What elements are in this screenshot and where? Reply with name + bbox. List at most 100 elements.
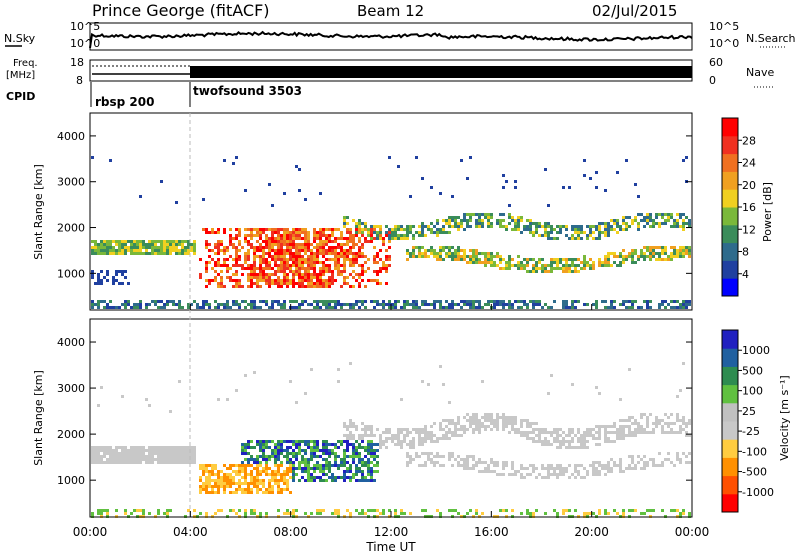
heatmap-cell (628, 464, 631, 467)
heatmap-cell (643, 455, 646, 458)
heatmap-cell (316, 446, 319, 449)
heatmap-cell (514, 228, 517, 231)
heatmap-cell (556, 264, 559, 267)
heatmap-cell (277, 455, 280, 458)
heatmap-cell (358, 300, 361, 303)
heatmap-cell (589, 234, 592, 237)
heatmap-cell (313, 306, 316, 309)
heatmap-cell (376, 273, 379, 276)
heatmap-cell (151, 458, 154, 461)
heatmap-cell (343, 440, 346, 443)
heatmap-cell (466, 225, 469, 228)
heatmap-cell (376, 300, 379, 303)
heatmap-cell (97, 279, 100, 282)
heatmap-cell (136, 452, 139, 455)
heatmap-cell (586, 428, 589, 431)
heatmap-cell (334, 264, 337, 267)
heatmap-cell (448, 249, 451, 252)
heatmap-cell (331, 279, 334, 282)
heatmap-cell (163, 252, 166, 255)
heatmap-cell (262, 470, 265, 473)
heatmap-cell (517, 300, 520, 303)
heatmap-cell (373, 458, 376, 461)
heatmap-cell (235, 261, 238, 264)
heatmap-cell (304, 261, 307, 264)
heatmap-cell (379, 249, 382, 252)
heatmap-cell (613, 464, 616, 467)
heatmap-cell (388, 255, 391, 258)
heatmap-cell (469, 225, 472, 228)
heatmap-cell (358, 458, 361, 461)
heatmap-cell (133, 252, 136, 255)
heatmap-cell (688, 461, 691, 464)
heatmap-cell (235, 264, 238, 267)
heatmap-cell (271, 455, 274, 458)
heatmap-cell (517, 261, 520, 264)
heatmap-cell (124, 461, 127, 464)
heatmap-cell (247, 243, 250, 246)
heatmap-cell (352, 446, 355, 449)
heatmap-cell (277, 255, 280, 258)
heatmap-cell (433, 252, 436, 255)
heatmap-cell (451, 419, 454, 422)
heatmap-cell (271, 440, 274, 443)
heatmap-cell (370, 300, 373, 303)
heatmap-cell (688, 422, 691, 425)
heatmap-cell (427, 458, 430, 461)
heatmap-cell (667, 422, 670, 425)
heatmap-cell (682, 213, 685, 216)
heatmap-cell (412, 428, 415, 431)
heatmap-cell (319, 464, 322, 467)
heatmap-cell (508, 422, 511, 425)
heatmap-cell (625, 258, 628, 261)
heatmap-cell (280, 234, 283, 237)
heatmap-cell (250, 231, 253, 234)
heatmap-cell (319, 228, 322, 231)
heatmap-cell (247, 267, 250, 270)
heatmap-cell (475, 261, 478, 264)
heatmap-cell (550, 261, 553, 264)
heatmap-cell (373, 434, 376, 437)
heatmap-cell (286, 228, 289, 231)
heatmap-cell (277, 240, 280, 243)
heatmap-cell (244, 228, 247, 231)
heatmap-cell (205, 303, 208, 306)
heatmap-cell (361, 428, 364, 431)
heatmap-cell (508, 267, 511, 270)
heatmap-cell (682, 249, 685, 252)
heatmap-cell (148, 449, 151, 452)
heatmap-cell (436, 228, 439, 231)
heatmap-cell (214, 261, 217, 264)
heatmap-cell (499, 222, 502, 225)
heatmap-cell (157, 449, 160, 452)
heatmap-cell (676, 395, 679, 398)
heatmap-cell (169, 243, 172, 246)
heatmap-cell (298, 228, 301, 231)
heatmap-cell (412, 249, 415, 252)
heatmap-cell (508, 306, 511, 309)
heatmap-cell (151, 300, 154, 303)
heatmap-cell (421, 252, 424, 255)
heatmap-cell (661, 509, 664, 512)
heatmap-cell (634, 464, 637, 467)
heatmap-cell (364, 446, 367, 449)
heatmap-cell (496, 264, 499, 267)
heatmap-cell (661, 213, 664, 216)
heatmap-cell (334, 246, 337, 249)
heatmap-cell (148, 512, 151, 515)
heatmap-cell (460, 159, 463, 162)
heatmap-cell (325, 243, 328, 246)
heatmap-cell (448, 401, 451, 404)
heatmap-cell (247, 440, 250, 443)
heatmap-cell (391, 228, 394, 231)
heatmap-cell (286, 461, 289, 464)
heatmap-cell (286, 446, 289, 449)
heatmap-cell (106, 306, 109, 309)
heatmap-cell (253, 246, 256, 249)
heatmap-cell (385, 431, 388, 434)
heatmap-cell (463, 431, 466, 434)
heatmap-cell (184, 455, 187, 458)
heatmap-cell (262, 255, 265, 258)
heatmap-cell (430, 231, 433, 234)
